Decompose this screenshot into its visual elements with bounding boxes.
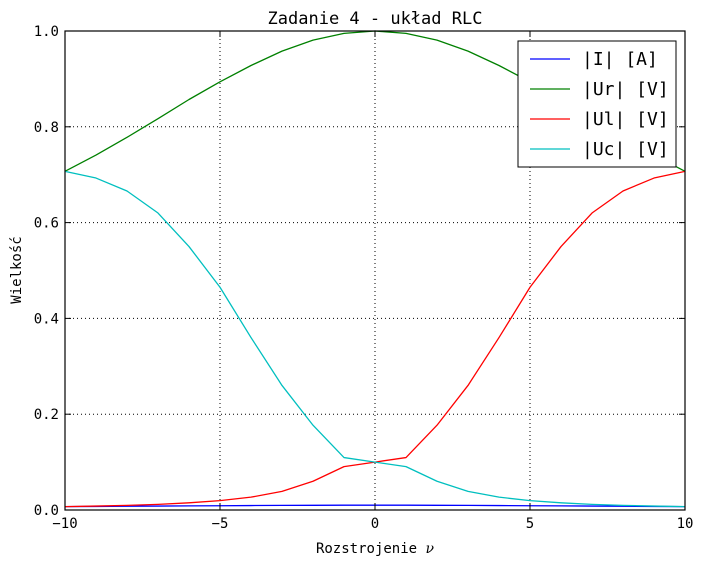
x-tick-label: 10 [677, 516, 694, 532]
x-tick-label: 5 [526, 516, 534, 532]
y-tick-label: 0.4 [34, 311, 59, 327]
legend-label: |Uc| [V] [582, 139, 669, 160]
legend: |I| [A] |Ur| [V] |Ul| [V] |Uc| [V] [518, 41, 676, 167]
y-tick-label: 0.8 [34, 120, 59, 136]
series-line-3 [65, 171, 685, 506]
x-axis-title: Rozstrojenie ν [316, 541, 435, 557]
chart-title: Zadanie 4 - układ RLC [268, 9, 483, 29]
y-tick-label: 0.6 [34, 216, 59, 232]
legend-label: |Ur| [V] [582, 79, 669, 100]
x-axis-symbol: ν [426, 541, 435, 557]
x-axis-label: Rozstrojenie [316, 541, 417, 557]
x-tick-label: −5 [212, 516, 229, 532]
legend-label: |Ul| [V] [582, 109, 669, 130]
series-line-4 [65, 171, 685, 506]
y-tick-label: 0.2 [34, 407, 59, 423]
y-axis-title: Wielkość [9, 236, 25, 303]
x-tick-label: 0 [371, 516, 379, 532]
y-tick-label: 0.0 [34, 503, 59, 519]
y-tick-label: 1.0 [34, 24, 59, 40]
legend-label: |I| [A] [582, 49, 658, 70]
